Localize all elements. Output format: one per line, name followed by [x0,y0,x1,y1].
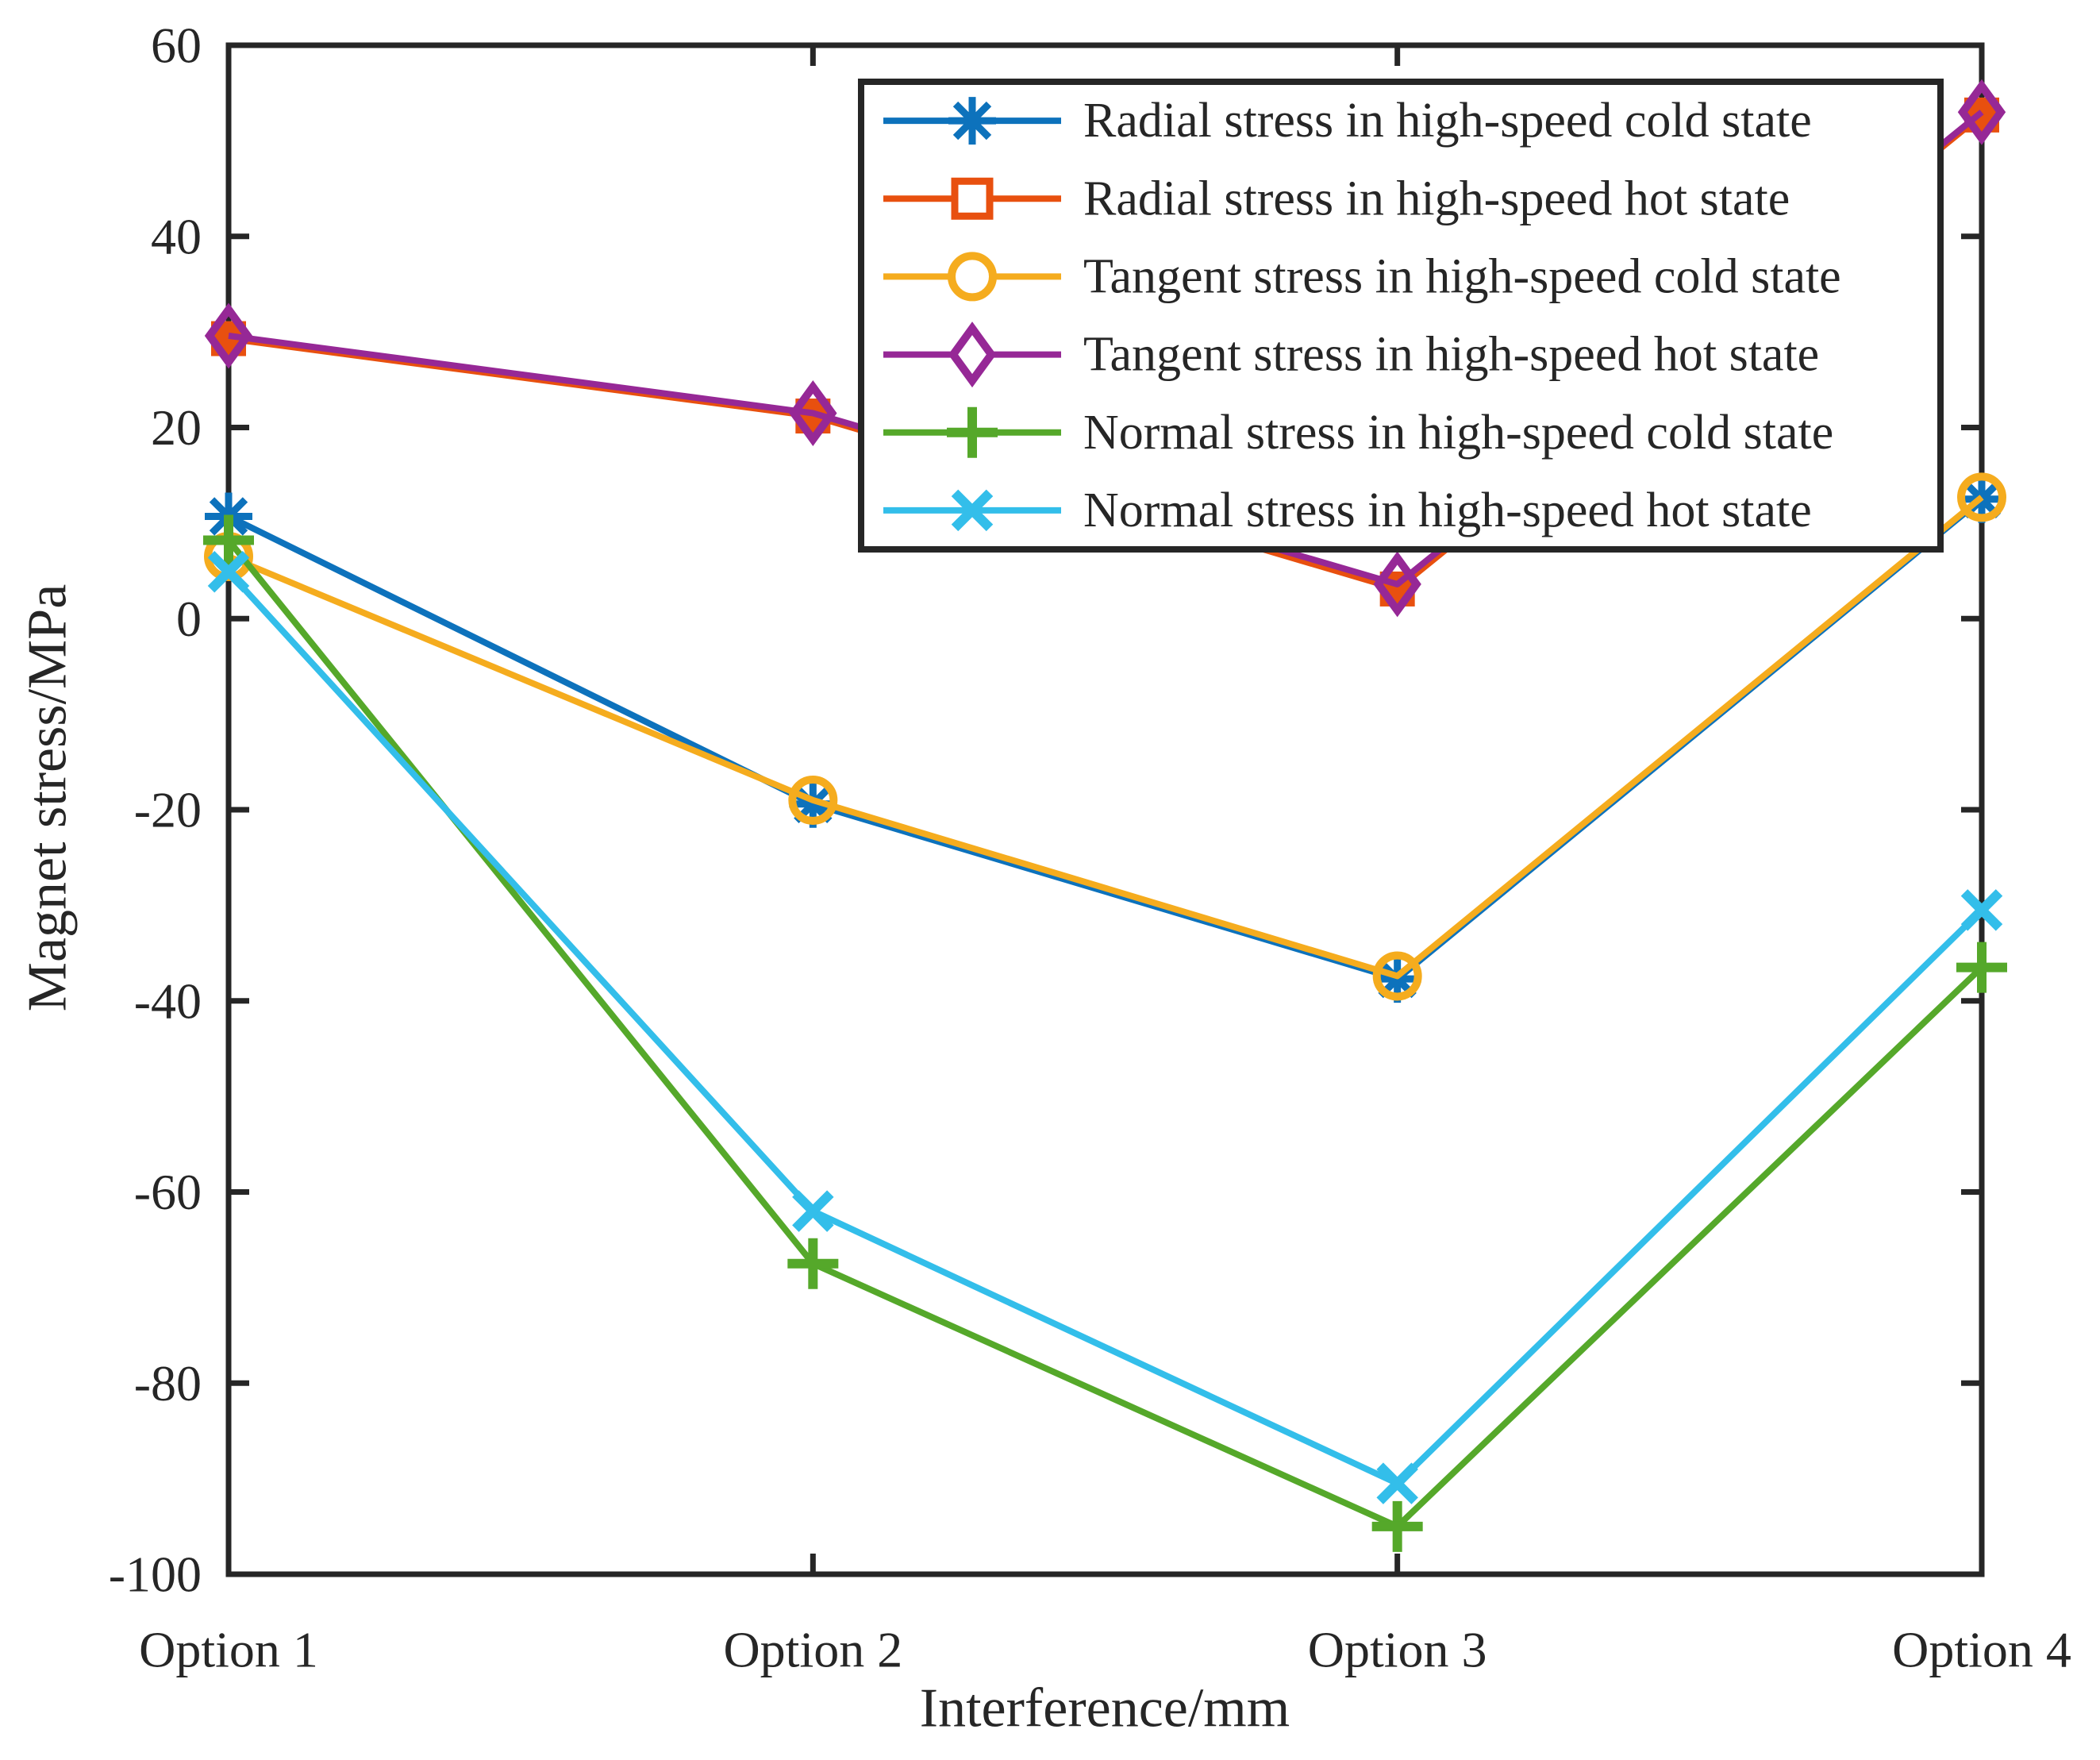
data-diamond-marker [789,379,837,446]
circle [1372,951,1422,1001]
line [951,489,994,532]
line [1960,889,2003,931]
legend-row: Normal stress in high-speed cold state [883,406,1833,460]
data-plus-marker [787,1238,839,1289]
data-plus-marker [1956,942,2007,993]
legend-diamond-marker [948,322,997,388]
circle [1957,472,2006,522]
y-tick-label: -60 [134,1164,202,1220]
legend-row: Radial stress in high-speed hot state [883,171,1790,225]
legend-label: Normal stress in high-speed cold state [1083,406,1833,460]
legend-label: Radial stress in high-speed hot state [1083,171,1790,225]
data-diamond-marker [1373,551,1421,618]
polygon [204,302,253,369]
y-tick-label: 20 [151,399,202,456]
data-plus-marker [203,514,254,566]
legend-plus-marker [947,406,998,458]
legend-row: Normal stress in high-speed hot state [883,483,1812,537]
legend-layer: Radial stress in high-speed cold state Ra… [858,79,1944,553]
x-tick-label: Option 4 [1892,1622,2071,1678]
x-axis-label: Interference/mm [920,1678,1290,1739]
data-x-marker [207,551,250,593]
x-tick-label: Option 3 [1308,1622,1487,1678]
data-plus-marker [1371,1500,1423,1552]
legend-label: Radial stress in high-speed cold state [1083,94,1812,148]
data-circle-marker [1372,951,1422,1001]
x-tick-label: Option 1 [139,1622,318,1678]
legend-label: Tangent stress in high-speed cold state [1083,249,1841,303]
legend-asterisk-marker [948,97,996,145]
legend-square-marker [951,177,994,220]
axes-layer: 60 40 20 0 -20 -40 -60 -80 -100 Option 1 Option 2 O… [109,17,2071,1678]
polygon [948,322,997,388]
circle [788,775,838,825]
y-tick-label: -100 [109,1546,202,1603]
line [1376,1462,1418,1504]
line [952,101,992,141]
polygon [789,379,837,446]
y-axis-label: Magnet stress/MPa [17,584,79,1012]
series-line-5 [226,569,1984,1487]
series-line-2 [227,495,1984,980]
rect [951,177,994,220]
legend-label: Tangent stress in high-speed hot state [1083,328,1819,382]
legend-box [858,79,1944,553]
data-x-marker [1376,1462,1418,1504]
y-tick-label: 40 [151,208,202,264]
data-circle-marker [1957,472,2006,522]
y-tick-label: -80 [134,1355,202,1411]
data-diamond-marker [204,302,253,369]
series-line-4 [225,538,1984,1530]
line [207,551,250,593]
y-tick-label: -20 [134,782,202,838]
circle [948,252,997,302]
legend-row: Tangent stress in high-speed cold state [883,249,1841,303]
legend-row: Radial stress in high-speed cold state [883,94,1812,148]
polygon [1957,79,2006,145]
y-tick-label: -40 [134,972,202,1029]
polygon [1373,551,1421,618]
legend-circle-marker [948,252,997,302]
data-circle-marker [788,775,838,825]
x-tick-label: Option 2 [723,1622,902,1678]
legend-label: Normal stress in high-speed hot state [1083,483,1812,537]
data-x-marker [1960,889,2003,931]
y-tick-label: 60 [151,17,202,74]
legend-row: Tangent stress in high-speed hot state [883,322,1819,388]
line [792,1190,834,1232]
legend-x-marker [951,489,994,532]
data-x-marker [792,1190,834,1232]
data-diamond-marker [1957,79,2006,145]
y-tick-label: 0 [176,591,202,647]
series-line-0 [227,496,1984,983]
